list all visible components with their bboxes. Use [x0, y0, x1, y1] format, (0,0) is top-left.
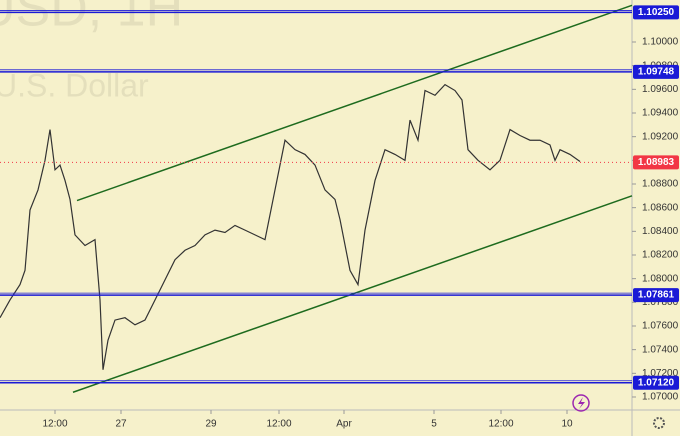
x-tick-label: 29 — [205, 419, 217, 430]
price-line — [0, 83, 581, 370]
price-label-box — [633, 288, 679, 303]
trend-line — [76, 4, 633, 202]
y-tick-label: 1.07800 — [642, 297, 679, 308]
y-tick-label: 1.10000 — [642, 37, 679, 48]
y-tick-label: 1.09400 — [642, 108, 679, 119]
price-label: 1.09748 — [638, 66, 675, 77]
y-tick-label: 1.09600 — [642, 84, 679, 95]
y-tick-label: 1.07000 — [642, 392, 679, 403]
watermark-name: U.S. Dollar — [0, 67, 149, 103]
price-label-box — [633, 64, 679, 79]
y-tick-label: 1.08800 — [642, 179, 679, 190]
price-label: 1.07861 — [638, 290, 675, 301]
price-label-box — [633, 5, 679, 20]
y-tick-label: 1.08600 — [642, 202, 679, 213]
y-tick-label: 1.09200 — [642, 131, 679, 142]
y-tick-label: 1.07200 — [642, 368, 679, 379]
trend-line — [72, 195, 633, 393]
price-label: 1.08983 — [638, 157, 675, 168]
y-tick-label: 1.08400 — [642, 226, 679, 237]
price-label-box — [633, 155, 679, 170]
y-tick-label: 1.08000 — [642, 273, 679, 284]
x-tick-label: 12:00 — [266, 419, 291, 430]
watermark-symbol: USD, 1H — [0, 0, 183, 38]
alert-icon[interactable] — [572, 394, 590, 412]
x-tick-label: 12:00 — [42, 419, 67, 430]
x-tick-label: 12:00 — [488, 419, 513, 430]
y-tick-label: 1.07400 — [642, 344, 679, 355]
x-tick-label: 27 — [115, 419, 127, 430]
x-tick-label: 5 — [431, 419, 437, 430]
x-tick-label: Apr — [336, 419, 352, 430]
y-tick-label: 1.08200 — [642, 250, 679, 261]
x-tick-label: 10 — [561, 419, 573, 430]
alert-icon-bolt — [578, 397, 585, 409]
price-label: 1.10250 — [638, 7, 675, 18]
price-label: 1.07120 — [638, 377, 675, 388]
price-label-box — [633, 375, 679, 390]
settings-icon[interactable] — [653, 417, 665, 429]
y-tick-label: 1.07600 — [642, 321, 679, 332]
